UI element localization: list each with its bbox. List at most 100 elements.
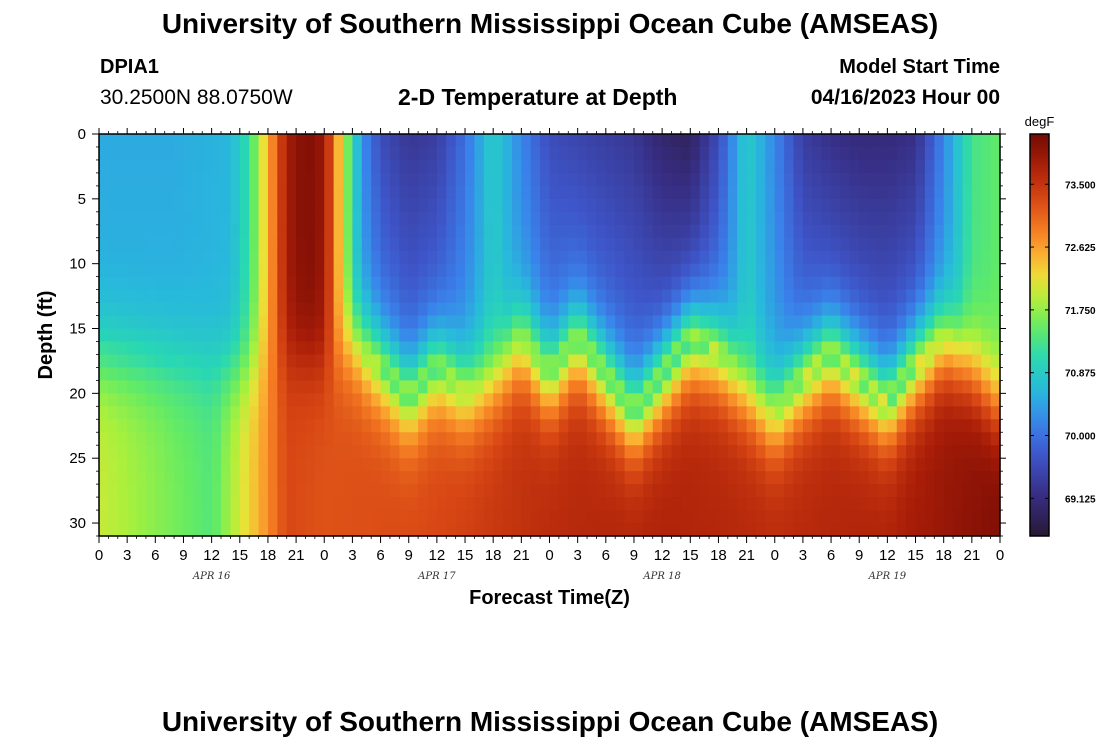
heatmap-cell xyxy=(605,458,616,472)
heatmap-cell xyxy=(502,497,513,511)
heatmap-cell xyxy=(352,211,363,226)
heatmap-cell xyxy=(896,354,907,369)
heatmap-cell xyxy=(859,497,870,511)
heatmap-cell xyxy=(680,198,691,213)
heatmap-cell xyxy=(277,419,288,433)
heatmap-cell xyxy=(371,471,382,485)
heatmap-cell xyxy=(127,328,138,343)
heatmap-cell xyxy=(277,250,288,265)
heatmap-cell xyxy=(174,315,185,330)
heatmap-cell xyxy=(371,263,382,278)
heatmap-cell xyxy=(521,471,532,485)
heatmap-cell xyxy=(662,263,673,278)
heatmap-cell xyxy=(418,432,429,446)
heatmap-cell xyxy=(540,315,551,330)
heatmap-cell xyxy=(868,510,879,524)
heatmap-cell xyxy=(145,211,156,226)
heatmap-cell xyxy=(192,146,203,161)
heatmap-cell xyxy=(624,380,635,394)
heatmap-cell xyxy=(530,445,541,459)
heatmap-cell xyxy=(755,263,766,278)
heatmap-cell xyxy=(868,380,879,394)
heatmap-cell xyxy=(718,380,729,394)
heatmap-cell xyxy=(671,302,682,317)
heatmap-cell xyxy=(502,458,513,472)
heatmap-cell xyxy=(211,471,222,485)
heatmap-cell xyxy=(971,341,982,356)
heatmap-cell xyxy=(558,471,569,485)
heatmap-cell xyxy=(699,172,710,187)
heatmap-cell xyxy=(962,523,973,537)
heatmap-cell xyxy=(418,263,429,278)
heatmap-cell xyxy=(277,302,288,317)
heatmap-cell xyxy=(474,419,485,433)
heatmap-cell xyxy=(258,198,269,213)
heatmap-cell xyxy=(962,276,973,291)
heatmap-cell xyxy=(305,510,316,524)
heatmap-cell xyxy=(624,419,635,433)
heatmap-cell xyxy=(793,484,804,498)
heatmap-cell xyxy=(371,276,382,291)
heatmap-cell xyxy=(249,497,260,511)
heatmap-cell xyxy=(108,510,119,524)
heatmap-cell xyxy=(230,458,241,472)
heatmap-cell xyxy=(408,445,419,459)
heatmap-cell xyxy=(127,224,138,239)
heatmap-cell xyxy=(380,354,391,369)
heatmap-cell xyxy=(652,134,663,148)
heatmap-cell xyxy=(324,445,335,459)
heatmap-cell xyxy=(333,367,344,381)
x-tick-label: 9 xyxy=(630,547,638,564)
heatmap-cell xyxy=(671,471,682,485)
heatmap-cell xyxy=(971,393,982,407)
heatmap-cell xyxy=(746,315,757,330)
heatmap-cell xyxy=(774,276,785,291)
heatmap-cell xyxy=(558,276,569,291)
heatmap-cell xyxy=(587,315,598,330)
heatmap-cell xyxy=(230,185,241,200)
heatmap-cell xyxy=(408,185,419,200)
heatmap-cell xyxy=(990,510,1001,524)
heatmap-cell xyxy=(549,315,560,330)
heatmap-cell xyxy=(859,172,870,187)
heatmap-cell xyxy=(821,458,832,472)
heatmap-cell xyxy=(746,134,757,148)
heatmap-cell xyxy=(812,328,823,343)
heatmap-cell xyxy=(849,380,860,394)
heatmap-cell xyxy=(352,484,363,498)
heatmap-cell xyxy=(662,458,673,472)
heatmap-cell xyxy=(436,419,447,433)
heatmap-cell xyxy=(249,406,260,420)
heatmap-cell xyxy=(605,185,616,200)
heatmap-cell xyxy=(849,302,860,317)
heatmap-cell xyxy=(727,211,738,226)
heatmap-cell xyxy=(887,458,898,472)
heatmap-cell xyxy=(577,471,588,485)
heatmap-cell xyxy=(906,458,917,472)
heatmap-cell xyxy=(521,146,532,161)
heatmap-cell xyxy=(202,419,213,433)
heatmap-cell xyxy=(249,393,260,407)
heatmap-cell xyxy=(877,484,888,498)
heatmap-cell xyxy=(680,380,691,394)
heatmap-cell xyxy=(343,367,354,381)
heatmap-cell xyxy=(399,484,410,498)
heatmap-cell xyxy=(202,134,213,148)
heatmap-cell xyxy=(521,484,532,498)
heatmap-cell xyxy=(540,159,551,174)
heatmap-cell xyxy=(399,224,410,239)
heatmap-cell xyxy=(577,237,588,252)
heatmap-cell xyxy=(849,484,860,498)
heatmap-cell xyxy=(849,354,860,369)
heatmap-cell xyxy=(652,211,663,226)
heatmap-cell xyxy=(108,159,119,174)
heatmap-cell xyxy=(333,198,344,213)
heatmap-cell xyxy=(164,328,175,343)
heatmap-cell xyxy=(737,328,748,343)
heatmap-cell xyxy=(136,497,147,511)
heatmap-cell xyxy=(906,419,917,433)
heatmap-cell xyxy=(99,211,109,226)
heatmap-cell xyxy=(174,276,185,291)
heatmap-cell xyxy=(680,146,691,161)
heatmap-cell xyxy=(483,354,494,369)
